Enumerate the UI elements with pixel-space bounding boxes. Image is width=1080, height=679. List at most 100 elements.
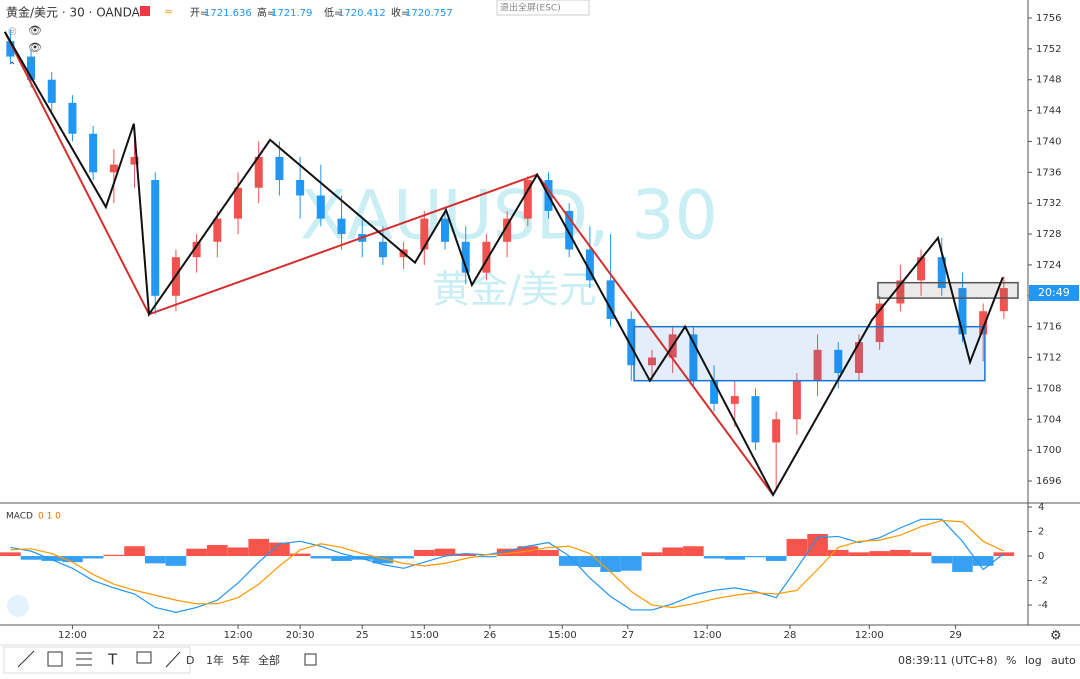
histogram-bar [165, 556, 187, 566]
histogram-bar [683, 546, 704, 557]
candle-body [710, 380, 719, 404]
y-tick-label: 1728 [1036, 229, 1061, 240]
candle-body [482, 241, 491, 273]
histogram-bar [0, 552, 21, 557]
range-button[interactable]: D [186, 654, 194, 667]
exit-fullscreen[interactable] [496, 0, 590, 16]
histogram-bar [703, 556, 725, 559]
ohlc-label: 高= [257, 6, 275, 19]
countdown: 20:49 [1038, 286, 1070, 299]
candle-body [958, 288, 967, 335]
date-range-icon[interactable] [304, 653, 317, 666]
exit-fullscreen-label[interactable]: 退出全屏(ESC) [500, 2, 561, 14]
indicator-toggle[interactable]: ◎ [8, 26, 17, 37]
histogram-bar [600, 556, 621, 572]
y-tick-label: 1724 [1036, 260, 1061, 271]
x-tick-label: 27 [621, 630, 634, 641]
histogram-bar [289, 553, 311, 557]
range-button[interactable]: 1年 [206, 653, 224, 667]
x-tick-label: 26 [483, 630, 496, 641]
candle-body [254, 156, 263, 188]
callout-tool[interactable] [136, 651, 152, 664]
histogram-bar [745, 556, 766, 558]
histogram-bar [144, 556, 166, 564]
y-tick-label: 1716 [1036, 322, 1061, 333]
x-tick-label: 12:00 [693, 630, 722, 641]
y-tick-label: 1696 [1036, 476, 1061, 487]
candle-body [337, 218, 346, 235]
range-button[interactable]: 5年 [232, 653, 250, 667]
histogram-bar [82, 556, 104, 559]
histogram-bar [496, 548, 518, 557]
brush-tool[interactable] [165, 651, 181, 668]
ohlc-label: 开= [190, 8, 208, 19]
histogram-bar [331, 556, 352, 561]
trendline-tool[interactable] [17, 650, 35, 668]
candle-body [192, 241, 201, 258]
histogram-bar [620, 556, 642, 571]
x-tick-label: 28 [784, 630, 797, 641]
y-tick-label: 1740 [1036, 136, 1061, 147]
histogram-bar [972, 556, 994, 566]
candle-body [813, 349, 822, 381]
collapse-icon[interactable]: ⌃ [8, 61, 16, 72]
candle-body [213, 218, 222, 242]
histogram-bar [310, 556, 332, 559]
candle-body [896, 280, 905, 304]
histogram-bar [414, 549, 435, 557]
candle-body [999, 288, 1008, 312]
ohlc-label: 收= [391, 6, 409, 19]
y-tick-label: 1752 [1036, 44, 1061, 55]
flag-icon[interactable] [140, 6, 150, 16]
compare-icon[interactable]: ≈ [164, 5, 173, 18]
candle-body [565, 210, 574, 250]
range-button[interactable]: 全部 [258, 653, 280, 667]
scale-option[interactable]: % [1006, 654, 1016, 667]
indicator-params: 0 1 0 [38, 512, 61, 522]
histogram-bar [62, 556, 83, 563]
symbol: 黄金/美元 · 30 · OANDA [6, 5, 141, 20]
histogram-bar [765, 556, 787, 561]
candle-body [627, 318, 636, 366]
scale-option[interactable]: log [1025, 654, 1042, 667]
histogram-bar [869, 551, 890, 557]
histogram-bar [910, 552, 932, 557]
x-tick-label: 15:00 [548, 630, 577, 641]
rectangle-tool[interactable] [47, 651, 63, 667]
histogram-bar [724, 556, 746, 560]
candle-body [772, 419, 781, 443]
settings-icon[interactable]: ⚙ [1050, 629, 1062, 644]
candle-body [27, 56, 36, 80]
scale-option[interactable]: auto [1051, 654, 1076, 667]
candle-body [89, 133, 98, 173]
y-tick-label: 1700 [1036, 445, 1061, 456]
candle-body [503, 218, 512, 242]
histogram-bar [41, 556, 63, 561]
watermark-name: 黄金/美元 [432, 268, 597, 312]
y-tick-label: 1712 [1036, 353, 1061, 364]
text-tool[interactable]: T [107, 651, 118, 669]
zigzag-line [3, 31, 774, 496]
histogram-bar [227, 547, 249, 557]
x-tick-label: 22 [152, 630, 165, 641]
candle-body [130, 156, 139, 165]
visibility-icon[interactable]: 👁 [28, 41, 42, 54]
logo[interactable] [7, 595, 29, 617]
candle-body [296, 180, 305, 196]
histogram-bar [662, 547, 683, 557]
y-tick-label: 1708 [1036, 383, 1061, 394]
histogram-bar [103, 554, 125, 557]
x-tick-label: 15:00 [410, 630, 439, 641]
histogram-bar [558, 556, 580, 566]
x-tick-label: 25 [356, 630, 369, 641]
fib-tool[interactable] [76, 652, 92, 666]
visibility-icon[interactable]: 👁 [28, 24, 42, 37]
ohlc-value: 1720.412 [338, 8, 386, 19]
candle-body [585, 249, 594, 281]
drawing-toolbar [3, 646, 191, 674]
candle-body [275, 156, 284, 181]
histogram-bar [393, 556, 414, 559]
histogram-bar [476, 556, 497, 558]
